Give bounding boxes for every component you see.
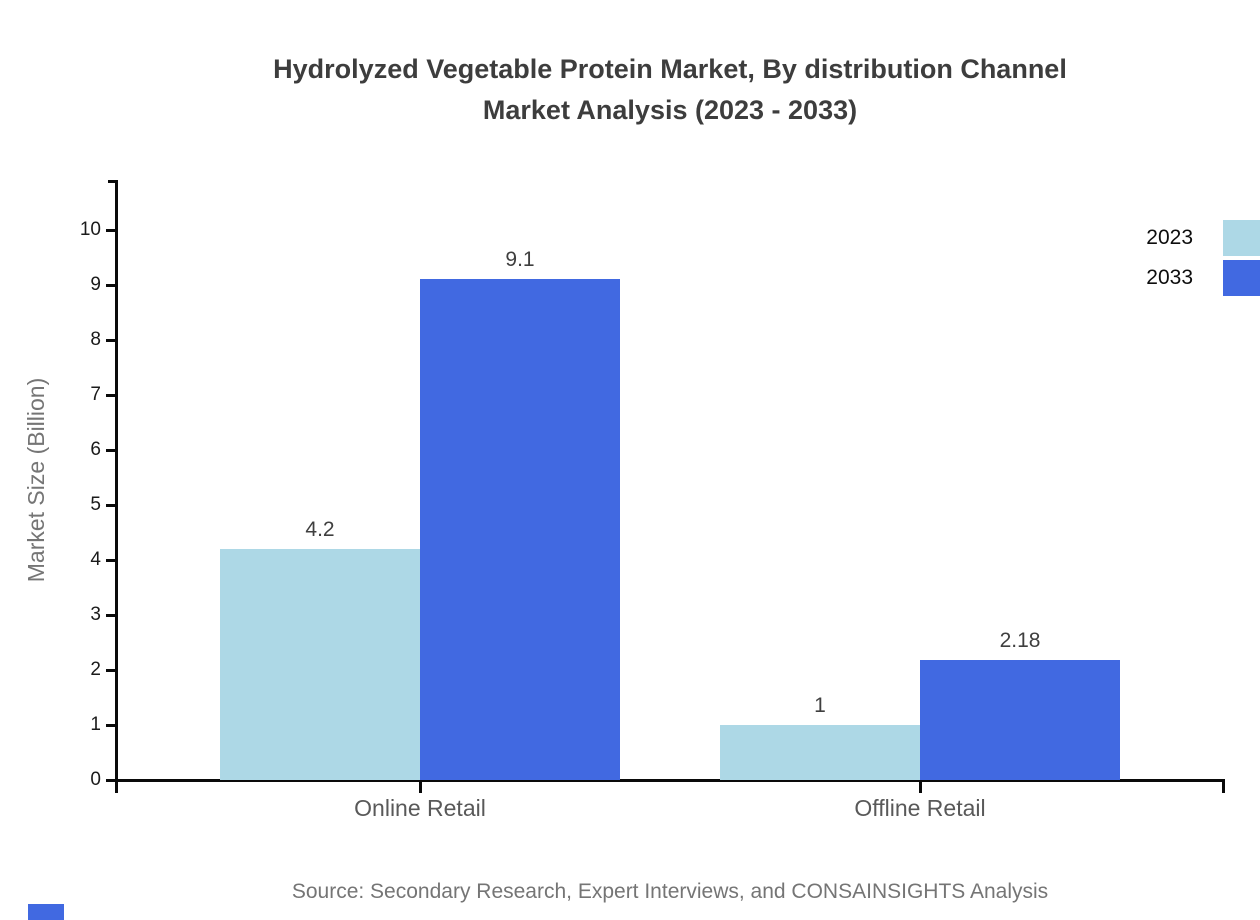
y-tick-mark xyxy=(106,669,116,672)
y-tick-mark xyxy=(106,614,116,617)
x-tick-mark xyxy=(419,781,422,793)
bar-2033-offline-retail xyxy=(920,660,1120,780)
bar-2023-offline-retail xyxy=(720,725,920,780)
value-label: 4.2 xyxy=(305,518,335,541)
y-tick-label: 1 xyxy=(90,714,101,735)
x-axis-line xyxy=(108,779,1225,782)
y-axis-title: Market Size (Billion) xyxy=(23,377,49,583)
x-category-label-offline-retail: Offline Retail xyxy=(854,795,986,821)
y-tick-mark xyxy=(106,559,116,562)
x-axis-end-tick xyxy=(1222,781,1225,793)
y-tick-mark xyxy=(106,284,116,287)
watermark-mark xyxy=(28,904,64,920)
value-label: 2.18 xyxy=(999,629,1041,652)
y-tick-mark xyxy=(106,394,116,397)
bar-2033-online-retail xyxy=(420,279,620,780)
y-tick-mark xyxy=(106,229,116,232)
y-tick-mark xyxy=(106,449,116,452)
y-tick-label: 8 xyxy=(90,329,101,350)
y-tick-mark xyxy=(106,724,116,727)
legend-label-2023: 2023 xyxy=(1146,226,1193,249)
y-tick-label: 9 xyxy=(90,274,101,295)
x-category-label-online-retail: Online Retail xyxy=(354,795,486,821)
y-axis-end-tick xyxy=(108,180,118,183)
source-text: Source: Secondary Research, Expert Inter… xyxy=(291,880,1049,903)
legend-label-2033: 2033 xyxy=(1146,266,1193,289)
bar-2023-online-retail xyxy=(220,549,420,780)
chart-title: Hydrolyzed Vegetable Protein Market, By … xyxy=(80,49,1260,131)
y-tick-label: 6 xyxy=(90,439,101,460)
x-tick-mark xyxy=(919,781,922,793)
y-tick-label: 5 xyxy=(90,494,101,515)
value-label: 9.1 xyxy=(505,248,535,271)
value-label: 1 xyxy=(814,694,826,717)
chart-title-line-2: Market Analysis (2023 - 2033) xyxy=(482,95,858,125)
y-tick-label: 7 xyxy=(90,384,101,405)
y-tick-mark xyxy=(106,779,116,782)
y-tick-mark xyxy=(106,339,116,342)
y-tick-label: 10 xyxy=(79,219,101,240)
y-tick-label: 0 xyxy=(90,769,101,790)
y-tick-label: 2 xyxy=(90,659,101,680)
y-axis-line xyxy=(115,180,118,793)
y-tick-mark xyxy=(106,504,116,507)
legend-swatch-2033 xyxy=(1223,260,1260,296)
chart-title-line-1: Hydrolyzed Vegetable Protein Market, By … xyxy=(273,54,1067,84)
y-tick-label: 3 xyxy=(90,604,101,625)
y-tick-label: 4 xyxy=(90,549,101,570)
legend-swatch-2023 xyxy=(1223,220,1260,256)
